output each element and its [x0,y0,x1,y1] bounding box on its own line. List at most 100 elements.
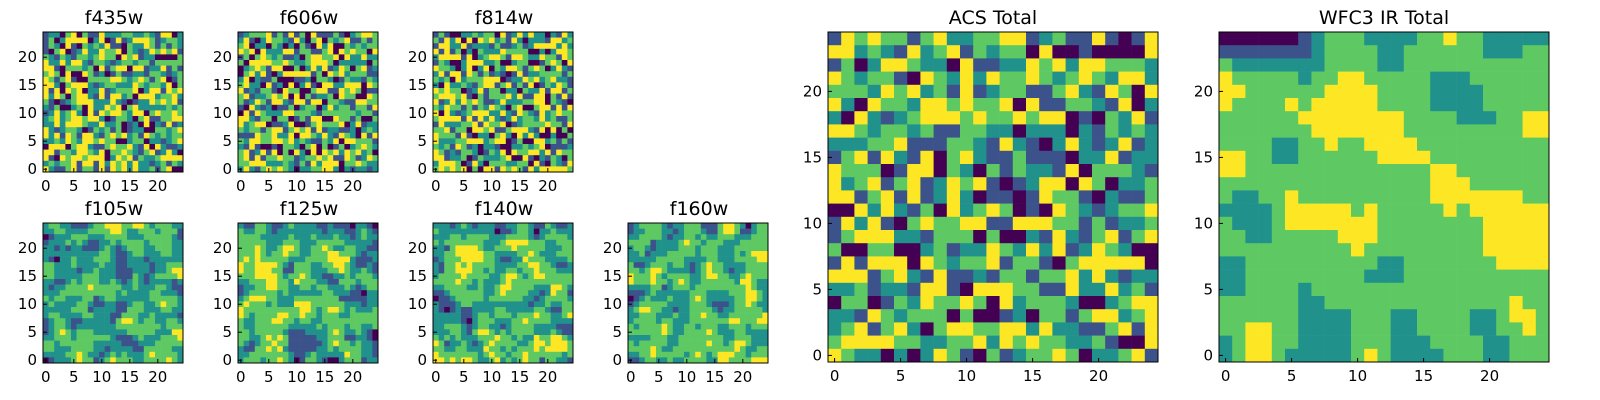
heatmap-cell [310,37,317,44]
heatmap-cell [322,279,328,285]
heatmap-cell [633,329,640,336]
heatmap-cell [110,37,117,44]
heatmap-cell [322,43,328,50]
heatmap-cell [466,82,473,89]
heatmap-cell [171,223,178,229]
heatmap-cell [76,295,83,302]
heatmap-cell [433,351,439,358]
heatmap-cell [143,323,150,330]
heatmap-cell [907,164,921,178]
heatmap-cell [93,54,100,61]
heatmap-cell [54,144,61,150]
heatmap-cell [149,132,156,139]
heatmap-cell [115,32,122,38]
heatmap-cell [249,138,256,145]
heatmap-cell [545,65,551,72]
heatmap-cell [322,127,328,134]
heatmap-cell [299,335,306,341]
heatmap-cell [880,58,895,72]
heatmap-cell [494,65,501,72]
heatmap-cell [1052,137,1066,152]
heatmap-cell [483,138,490,145]
heatmap-cell [310,166,317,173]
heatmap-cell [243,37,250,44]
heatmap-cell [249,223,256,229]
heatmap-cell [110,251,117,257]
heatmap-cell [528,149,535,156]
heatmap-cell [505,88,512,94]
heatmap-cell [472,160,479,167]
heatmap-cell [444,335,451,341]
heatmap-cell [907,124,921,138]
heatmap-cell [372,43,379,50]
heatmap-cell [294,99,300,106]
heatmap-cell [65,251,72,257]
heatmap-cell [132,160,139,167]
heatmap-cell [115,340,122,347]
heatmap-cell [550,223,557,229]
heatmap-cell [238,256,244,263]
heatmap-cell [483,166,490,173]
heatmap-cell [661,284,668,291]
heatmap-cell [82,279,89,285]
heatmap-cell [712,301,718,308]
heatmap-cell [762,228,769,235]
heatmap-cell [550,351,557,358]
heatmap-cell [639,312,646,319]
heatmap-cell [461,110,467,117]
heatmap-cell [316,245,323,252]
heatmap-cell [238,160,244,167]
heatmap-cell [277,335,284,341]
heatmap-cell [87,43,94,50]
heatmap-cell [505,279,512,285]
heatmap-cell [54,251,61,257]
heatmap-cell [511,301,518,308]
heatmap-cell [539,351,546,358]
heatmap-cell [310,104,317,111]
heatmap-cell [539,166,546,173]
heatmap-cell [672,340,679,347]
heatmap-cell [366,99,373,106]
heatmap-cell [316,65,323,72]
heatmap-cell [76,127,83,134]
heatmap-cell [717,273,724,280]
heatmap-cell [82,149,89,156]
heatmap-cell [505,110,512,117]
heatmap-cell [1078,203,1093,218]
heatmap-cell [545,323,551,330]
heatmap-cell [633,340,640,347]
heatmap-cell [734,284,741,291]
heatmap-cell [545,99,551,106]
heatmap-cell [87,239,94,246]
heatmap-cell [528,32,535,38]
heatmap-cell [695,340,702,347]
heatmap-cell [672,323,679,330]
heatmap-cell [650,262,657,269]
heatmap-cell [54,160,61,167]
heatmap-cell [99,295,105,302]
heatmap-cell [361,54,368,61]
heatmap-cell [344,110,351,117]
heatmap-cell [338,149,345,156]
heatmap-cell [93,284,100,291]
heatmap-cell [310,267,317,274]
heatmap-cell [894,111,908,125]
heatmap-cell [841,230,855,244]
heatmap-cell [110,160,117,167]
heatmap-cell [316,318,323,325]
heatmap-cell [433,295,439,302]
heatmap-cell [444,234,451,241]
heatmap-cell [155,132,161,139]
heatmap-cell [327,76,334,83]
heatmap-cell [54,273,61,280]
heatmap-cell [76,251,83,257]
heatmap-cell [65,54,72,61]
heatmap-cell [740,301,746,308]
heatmap-cell [254,76,261,83]
heatmap-cell [59,223,66,229]
heatmap-cell [138,60,145,66]
heatmap-cell [466,357,473,364]
heatmap-cell [561,48,568,55]
heatmap-cell [71,116,77,122]
heatmap-cell [517,295,523,302]
